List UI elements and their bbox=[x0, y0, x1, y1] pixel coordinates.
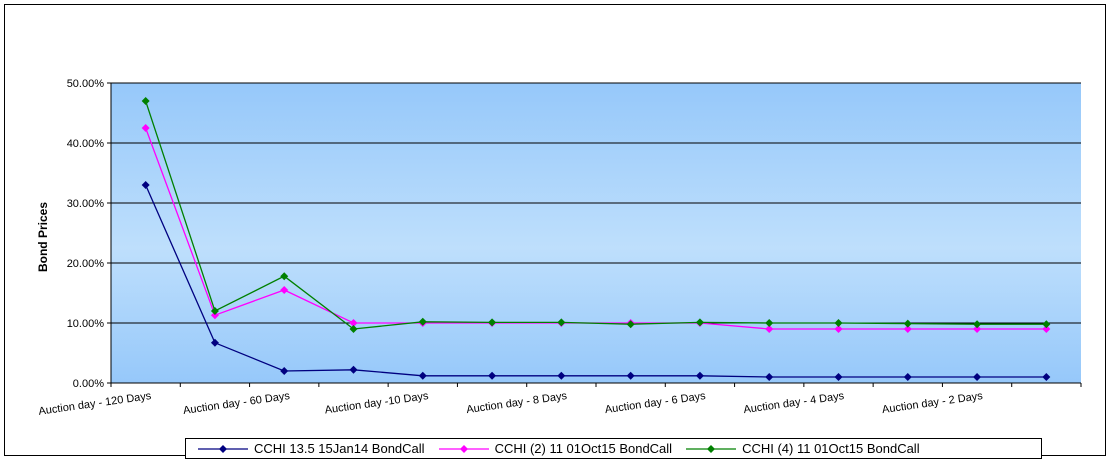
x-tick-label: Auction day - 8 Days bbox=[466, 390, 569, 416]
series-3 bbox=[141, 97, 1051, 333]
y-tick-label: 20.00% bbox=[67, 258, 105, 270]
legend-swatch bbox=[686, 444, 737, 453]
y-axis-title: Bond Prices bbox=[36, 202, 50, 272]
x-tick-label: Auction day - 60 Days bbox=[182, 390, 291, 417]
data-point bbox=[488, 371, 497, 380]
data-point bbox=[903, 373, 912, 381]
legend-label: CCHI 13.5 15Jan14 BondCall bbox=[254, 441, 425, 456]
data-point bbox=[418, 371, 427, 380]
legend-item: CCHI 13.5 15Jan14 BondCall bbox=[196, 439, 425, 458]
data-point bbox=[349, 319, 358, 327]
data-point bbox=[141, 124, 150, 132]
data-point bbox=[488, 318, 497, 327]
data-point bbox=[765, 373, 774, 381]
data-point bbox=[1042, 320, 1051, 329]
series-1 bbox=[141, 181, 1051, 381]
data-point bbox=[557, 371, 566, 380]
legend-marker bbox=[707, 444, 716, 453]
legend-marker bbox=[459, 444, 468, 453]
data-point bbox=[973, 320, 982, 329]
data-point bbox=[695, 371, 704, 380]
x-tick-label: Auction day -10 Days bbox=[324, 390, 430, 417]
data-point bbox=[903, 325, 912, 333]
chart-frame: 0.00% 10.00% 20.00% 30.00% 40.00% 50.00% Aucti… bbox=[4, 4, 1106, 459]
data-point bbox=[834, 319, 843, 327]
legend-item: CCHI (4) 11 01Oct15 BondCall bbox=[684, 439, 920, 458]
data-point bbox=[141, 181, 150, 189]
series-group bbox=[141, 97, 1051, 381]
y-tick-label: 10.00% bbox=[67, 318, 105, 330]
legend-swatch bbox=[198, 444, 248, 453]
legend-item: CCHI (2) 11 01Oct15 BondCall bbox=[437, 439, 673, 458]
x-tick-label: Auction day - 4 Days bbox=[743, 390, 846, 416]
data-point bbox=[973, 325, 982, 333]
x-tick-label: Auction day - 120 Days bbox=[38, 390, 153, 418]
data-point bbox=[141, 97, 150, 105]
gridlines bbox=[111, 82, 1081, 324]
data-point bbox=[418, 317, 427, 326]
data-point bbox=[280, 272, 289, 281]
data-point bbox=[626, 320, 635, 329]
x-tick-label: Auction day - 2 Days bbox=[881, 390, 984, 416]
legend: CCHI 13.5 15Jan14 BondCall CCHI (2) 11 01… bbox=[185, 438, 1042, 459]
data-point bbox=[280, 286, 289, 294]
data-point bbox=[349, 325, 358, 333]
legend-marker bbox=[219, 444, 227, 453]
data-point bbox=[210, 338, 219, 347]
data-point bbox=[973, 373, 982, 381]
y-tick-label: 50.00% bbox=[67, 78, 105, 90]
y-tick-label: 30.00% bbox=[67, 198, 105, 210]
data-point bbox=[765, 319, 774, 327]
legend-swatch bbox=[438, 444, 489, 453]
series-line bbox=[145, 100, 1047, 330]
y-tick-label: 40.00% bbox=[67, 138, 105, 150]
data-point bbox=[695, 318, 704, 327]
data-point bbox=[1042, 373, 1051, 381]
data-point bbox=[765, 325, 774, 333]
x-tick-label: Auction day - 6 Days bbox=[604, 390, 707, 416]
data-point bbox=[210, 307, 219, 315]
plot-area bbox=[111, 83, 1081, 383]
data-point bbox=[349, 365, 358, 374]
data-point bbox=[280, 367, 289, 375]
legend-label: CCHI (4) 11 01Oct15 BondCall bbox=[742, 441, 920, 456]
data-point bbox=[210, 311, 219, 320]
line-chart: 0.00% 10.00% 20.00% 30.00% 40.00% 50.00% Aucti… bbox=[36, 78, 1082, 418]
data-point bbox=[834, 373, 843, 381]
data-point bbox=[1042, 325, 1051, 333]
data-point bbox=[626, 371, 635, 380]
series-line bbox=[145, 184, 1047, 378]
y-tick-label: 0.00% bbox=[73, 378, 104, 390]
legend-label: CCHI (2) 11 01Oct15 BondCall bbox=[494, 441, 673, 456]
data-point bbox=[834, 325, 843, 333]
data-point bbox=[557, 318, 566, 327]
data-point bbox=[903, 319, 912, 328]
